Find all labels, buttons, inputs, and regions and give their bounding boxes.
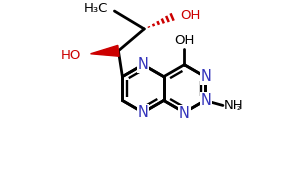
Text: N: N: [201, 93, 212, 108]
Text: OH: OH: [174, 34, 194, 47]
Polygon shape: [91, 45, 119, 56]
Text: OH: OH: [180, 8, 200, 22]
Text: N: N: [201, 69, 212, 84]
Text: ₂: ₂: [237, 102, 241, 112]
Text: HO: HO: [60, 49, 81, 62]
Text: N: N: [138, 57, 148, 72]
Text: N: N: [138, 105, 148, 120]
Text: H₃C: H₃C: [84, 2, 109, 15]
Text: NH: NH: [224, 99, 244, 112]
Text: N: N: [179, 106, 190, 121]
Text: N: N: [201, 69, 212, 84]
